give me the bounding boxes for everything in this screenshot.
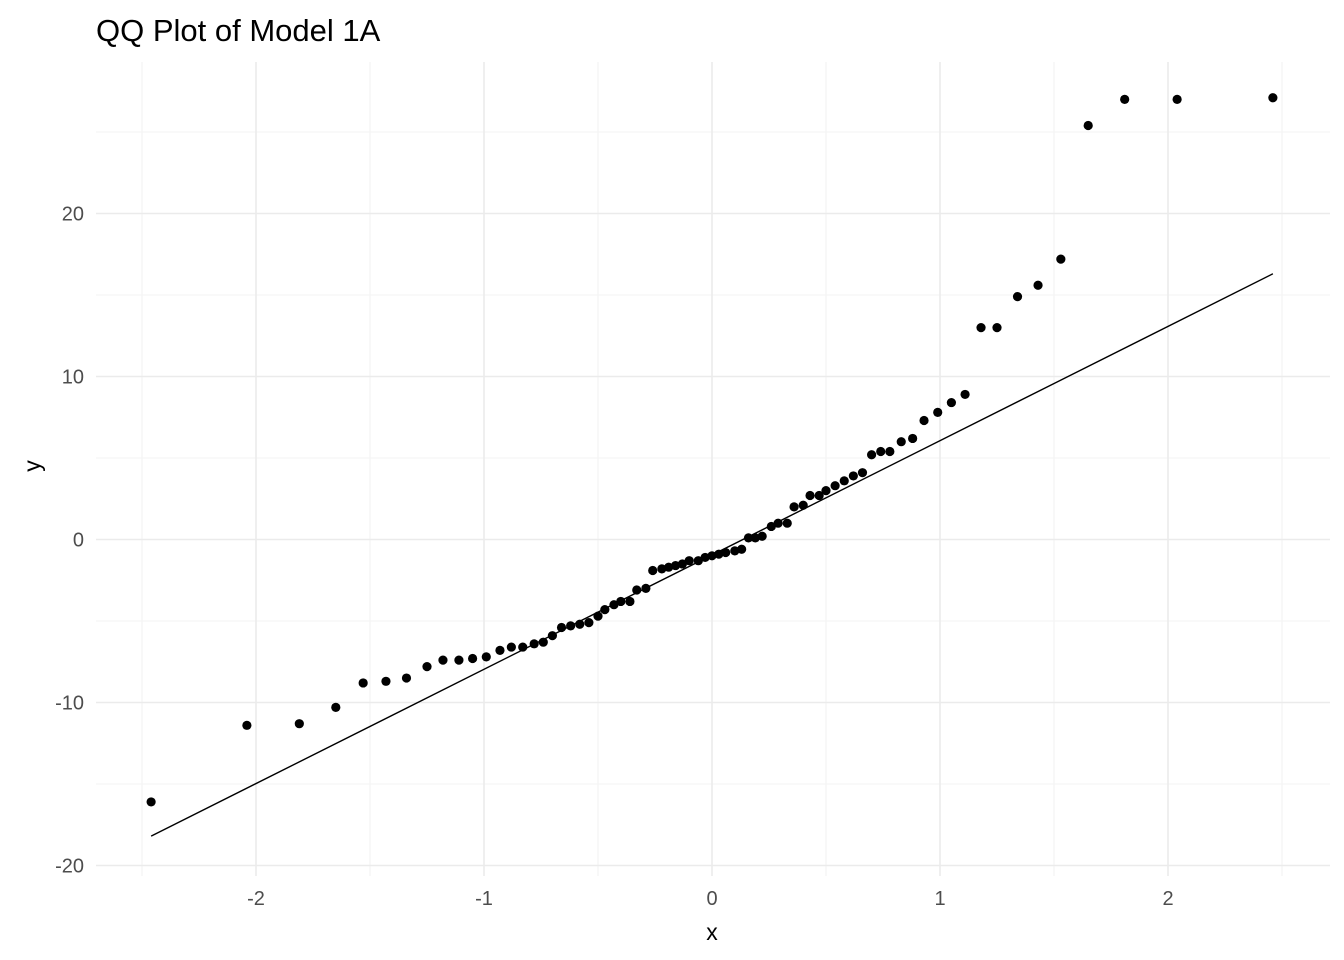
data-point <box>848 471 858 481</box>
data-point <box>814 490 824 501</box>
data-point <box>992 323 1002 333</box>
data-point <box>946 397 957 408</box>
y-tick-label: 0 <box>73 530 84 552</box>
y-axis-title: y <box>19 460 45 472</box>
data-point <box>641 583 651 594</box>
data-point <box>933 407 943 417</box>
data-point <box>331 702 341 712</box>
data-point <box>358 678 368 688</box>
data-point <box>600 604 610 615</box>
data-point <box>721 547 731 558</box>
data-point <box>839 476 849 486</box>
data-point <box>1172 94 1182 104</box>
data-point <box>506 642 516 652</box>
data-point <box>584 618 594 628</box>
data-point <box>294 719 304 729</box>
x-axis-title: x <box>706 919 718 945</box>
data-point <box>422 662 432 672</box>
data-point <box>593 611 603 621</box>
points-layer <box>146 93 1278 807</box>
data-point <box>538 637 548 647</box>
data-point <box>976 323 986 333</box>
data-point <box>1056 254 1066 264</box>
y-tick-labels: -20 -10 0 10 20 <box>55 204 84 878</box>
y-tick-label: 20 <box>62 204 84 226</box>
data-point <box>743 533 754 543</box>
x-tick-label: 2 <box>1162 888 1173 910</box>
data-point <box>821 486 831 496</box>
data-point <box>242 720 252 730</box>
data-point <box>885 446 895 457</box>
data-point <box>876 446 886 457</box>
data-point <box>495 645 505 655</box>
data-point <box>805 490 815 501</box>
data-point <box>1083 120 1093 131</box>
data-point <box>1012 292 1023 302</box>
data-point <box>547 631 558 641</box>
x-tick-label: -1 <box>475 888 493 910</box>
data-point <box>556 622 567 633</box>
data-point <box>529 639 539 649</box>
data-point <box>575 619 585 629</box>
data-point <box>789 502 799 512</box>
data-point <box>518 642 528 652</box>
data-point <box>1120 94 1130 104</box>
data-point <box>766 521 776 532</box>
data-point <box>857 468 868 478</box>
data-point <box>757 531 767 541</box>
data-point <box>609 600 619 610</box>
y-tick-label: -10 <box>55 693 84 715</box>
data-point <box>782 518 792 528</box>
data-point <box>684 556 694 566</box>
data-point <box>454 655 464 665</box>
data-point <box>1268 93 1278 103</box>
data-point <box>648 565 658 576</box>
y-tick-label: 10 <box>62 367 84 389</box>
data-point <box>468 653 478 664</box>
data-point <box>737 544 747 554</box>
data-point <box>616 596 626 607</box>
data-point <box>867 450 877 460</box>
data-point <box>773 518 783 528</box>
data-point <box>566 621 576 631</box>
x-tick-label: 0 <box>706 888 717 910</box>
x-tick-labels: -2 -1 0 1 2 <box>247 888 1173 910</box>
data-point <box>401 673 412 683</box>
data-point <box>919 415 929 426</box>
data-point <box>625 596 635 607</box>
data-point <box>438 655 448 665</box>
data-point <box>481 652 491 662</box>
y-tick-label: -20 <box>55 856 84 878</box>
data-point <box>677 559 687 569</box>
data-point <box>632 585 642 595</box>
data-point <box>146 797 156 807</box>
x-tick-label: 1 <box>934 888 945 910</box>
data-point <box>1033 280 1043 290</box>
data-point <box>693 556 703 566</box>
data-point <box>381 676 391 686</box>
data-point <box>798 500 808 510</box>
x-tick-label: -2 <box>247 888 265 910</box>
data-point <box>896 437 906 447</box>
grid-lines <box>96 62 1330 876</box>
chart-title: QQ Plot of Model 1A <box>96 13 381 48</box>
data-point <box>960 389 970 400</box>
data-point <box>908 433 918 444</box>
data-point <box>830 481 840 491</box>
